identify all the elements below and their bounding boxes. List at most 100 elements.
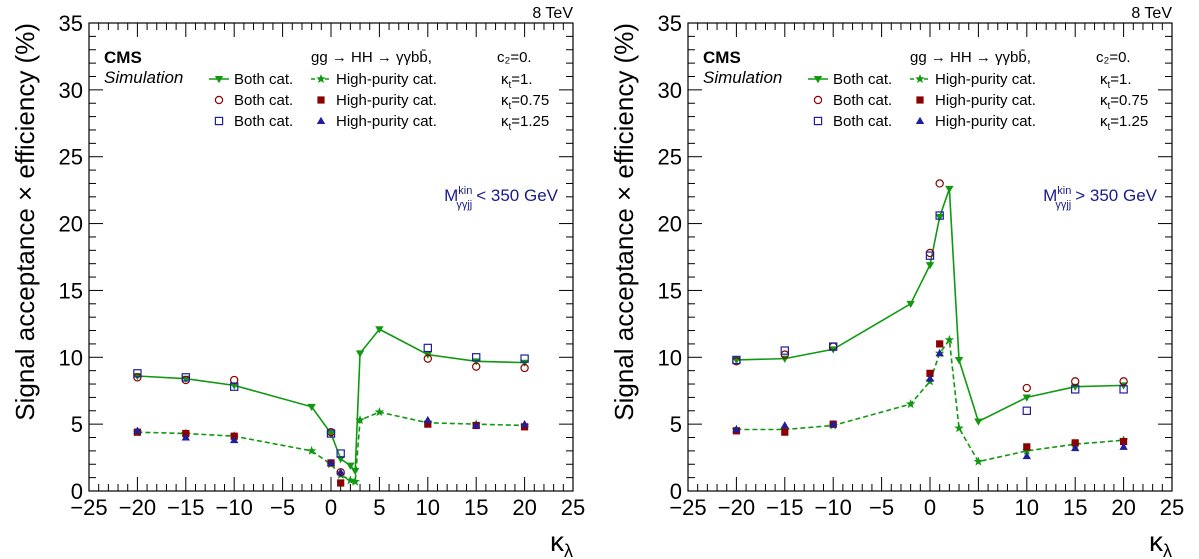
data-point	[336, 449, 345, 458]
process-label: gg → HH → γγbb̄,	[910, 49, 1031, 66]
x-tick-label: −5	[270, 495, 295, 520]
y-tick-label: 5	[670, 412, 682, 437]
series-1	[732, 185, 1128, 426]
data-point	[935, 213, 944, 222]
legend-entry: High-purity cat.	[311, 71, 437, 88]
legend-label: High-purity cat.	[336, 71, 437, 88]
data-point	[306, 445, 317, 455]
legend-entry: Both cat. κt=0.75	[813, 92, 1148, 112]
legend-entry: Both cat. κt=1.	[209, 71, 533, 91]
energy-label: 8 TeV	[532, 5, 573, 22]
legend-marker	[317, 96, 325, 104]
data-point	[350, 476, 360, 486]
data-point	[1070, 385, 1080, 394]
y-tick-label: 25	[658, 145, 682, 170]
data-point	[423, 343, 433, 353]
data-point	[337, 479, 345, 487]
legend-marker	[214, 116, 224, 126]
legend-entry: Both cat. κt=0.75	[214, 92, 549, 112]
data-point	[181, 433, 190, 441]
data-point	[1022, 383, 1032, 393]
legend-label: High-purity cat.	[935, 71, 1036, 88]
y-tick-label: 0	[670, 479, 682, 504]
legend-kt-label: κt=1.	[501, 71, 533, 91]
data-point	[1023, 443, 1031, 451]
data-point	[520, 363, 529, 373]
y-tick-label: 10	[658, 345, 682, 370]
data-point	[472, 353, 481, 362]
data-point	[906, 300, 915, 308]
x-tick-label: 5	[373, 495, 385, 520]
data-point	[1071, 439, 1079, 447]
legend-kt-label: κt=0.75	[1100, 92, 1148, 112]
x-tick-label: 15	[1063, 495, 1087, 520]
legend-entry: High-purity cat.	[916, 92, 1036, 109]
data-point	[944, 334, 955, 344]
series-line	[137, 411, 525, 483]
series-5	[732, 211, 1128, 415]
legend-marker	[214, 95, 224, 105]
series-1	[133, 326, 529, 476]
data-point	[326, 430, 336, 438]
series-3	[732, 179, 1128, 393]
x-tick-label: −15	[766, 495, 803, 520]
data-point	[520, 419, 529, 428]
x-tick-label: 5	[972, 495, 984, 520]
series-line	[137, 328, 525, 473]
x-tick-label: 20	[1111, 495, 1135, 520]
series-2	[132, 407, 530, 486]
legend-marker	[214, 76, 224, 84]
data-point	[974, 418, 983, 426]
x-tick-label: −10	[216, 495, 253, 520]
y-tick-label: 30	[658, 78, 682, 103]
x-tick-label: 0	[325, 495, 337, 520]
data-point	[829, 419, 838, 428]
series-6	[732, 349, 1128, 460]
y-axis-label: Signal acceptance × efficiency (%)	[10, 23, 40, 421]
legend-marker	[915, 116, 925, 124]
coupling-label: c₂=0.	[1096, 49, 1131, 66]
data-point	[1071, 444, 1080, 452]
data-point	[926, 369, 934, 377]
y-tick-label: 15	[59, 278, 83, 303]
y-tick-label: 35	[658, 11, 682, 36]
data-point	[472, 362, 481, 371]
data-point	[472, 358, 481, 366]
legend-label: Both cat.	[234, 71, 293, 88]
legend-marker	[316, 74, 326, 84]
data-point	[781, 428, 789, 436]
legend-label: Both cat.	[234, 113, 293, 130]
data-point	[1022, 394, 1031, 402]
y-tick-label: 25	[59, 145, 83, 170]
data-point	[905, 399, 916, 409]
data-point	[472, 421, 481, 429]
data-point	[230, 382, 239, 391]
legend-kt-label: κt=1.25	[1100, 113, 1148, 133]
simulation-label: Simulation	[104, 68, 183, 87]
legend-entry: High-purity cat.	[910, 71, 1036, 88]
y-tick-label: 15	[658, 278, 682, 303]
data-point	[954, 357, 964, 365]
data-point	[935, 179, 944, 188]
data-point	[346, 462, 355, 470]
legend-entry: Both cat. κt=1.25	[813, 113, 1148, 133]
data-point	[925, 262, 935, 270]
legend-kt-label: κt=1.	[1100, 71, 1132, 91]
data-point	[936, 340, 944, 348]
data-point	[326, 429, 336, 438]
legend-label: Both cat.	[234, 92, 293, 109]
legend-entry: Both cat. κt=1.	[808, 71, 1132, 91]
data-point	[780, 421, 789, 429]
data-point	[230, 382, 239, 390]
y-tick-label: 20	[658, 212, 682, 237]
series-6	[133, 415, 529, 476]
data-point	[345, 475, 356, 485]
data-point	[307, 403, 316, 411]
region-label: Mkin γγjj > 350 GeV	[1043, 185, 1158, 211]
chart-panel-2: −25 −20 −15 −10 −5 0 5 10 15 20 25 0 5 10 15 20 25 30 35 Si…	[609, 5, 1184, 559]
data-point	[954, 423, 964, 433]
data-point	[1022, 406, 1032, 415]
data-point	[133, 369, 142, 378]
energy-label: 8 TeV	[1131, 5, 1172, 22]
